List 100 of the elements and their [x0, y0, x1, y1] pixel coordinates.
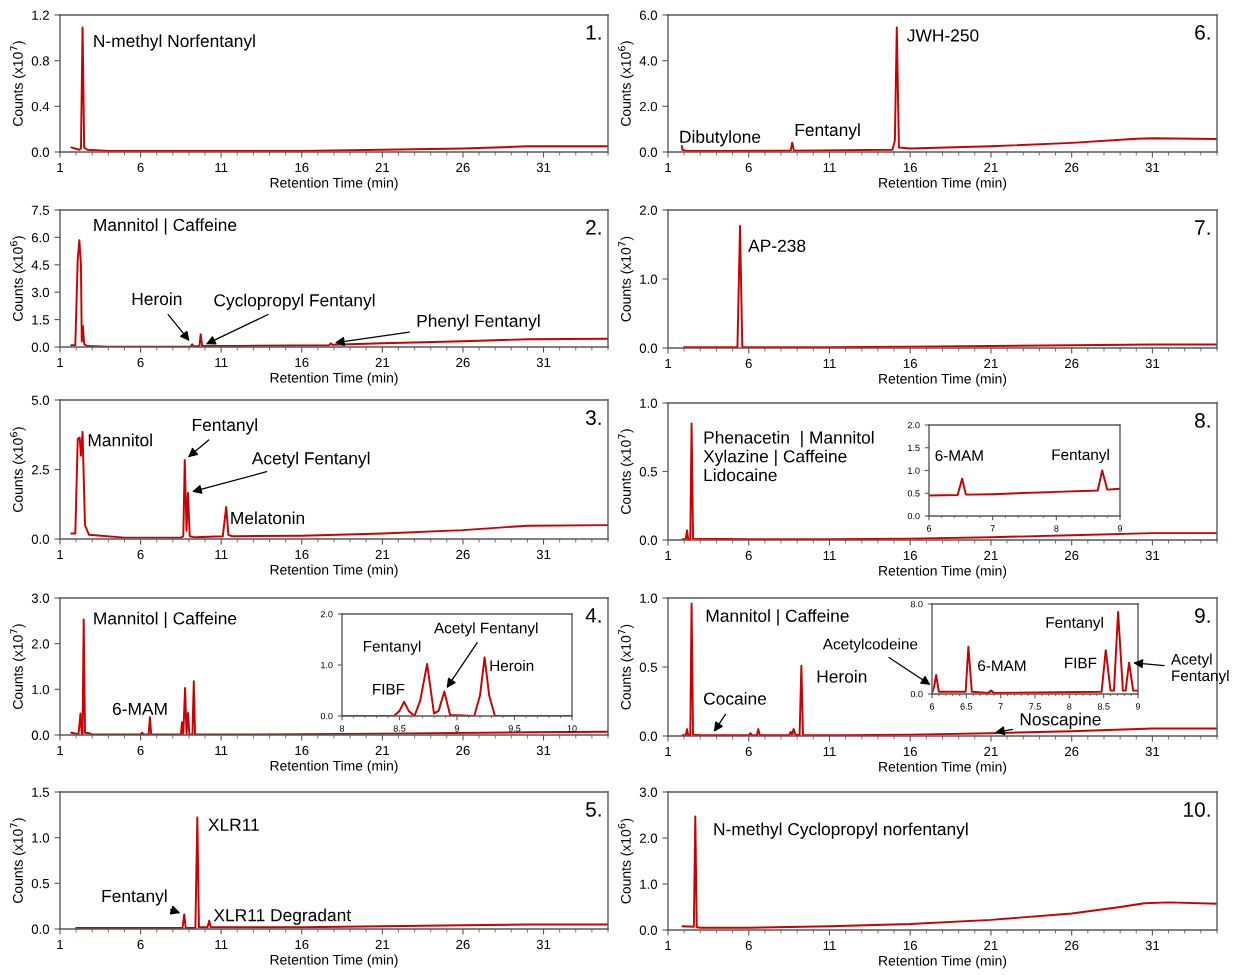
y-tick-label: 7.5: [31, 205, 50, 215]
annotation: Fentanyl: [102, 889, 167, 906]
x-tick-label: 26: [1065, 550, 1079, 561]
x-tick-label: 16: [903, 358, 917, 369]
x-tick-label: 21: [375, 939, 390, 949]
x-tick-label: 11: [823, 940, 836, 950]
chart-title: 3.: [585, 410, 601, 426]
x-tick-label: 16: [295, 745, 309, 756]
y-tick-label: 6.0: [639, 10, 658, 20]
y-tick-label: 0.0: [31, 147, 50, 157]
x-tick-label: 11: [215, 549, 228, 559]
annotation: Fentanyl: [192, 418, 257, 435]
y-tick-label: 1.0: [640, 274, 658, 284]
x-tick-label: 16: [903, 746, 917, 757]
x-axis-title: Retention Time (min): [879, 955, 1007, 969]
x-tick-label: 16: [903, 162, 917, 173]
x-tick-label: 1: [57, 939, 64, 949]
annotation: XLR11: [208, 818, 259, 831]
annotation: N-methyl Cyclopropyl norfentanyl: [714, 822, 968, 839]
x-tick-label: 11: [215, 357, 228, 367]
x-axis-title: Retention Time (min): [879, 565, 1007, 579]
annotation: Phenyl Fentanyl: [417, 314, 540, 331]
x-tick-label: 26: [1065, 358, 1079, 369]
x-tick-label: 8.5: [1097, 703, 1110, 710]
y-axis-title: Counts (x10$^{7}$): [10, 818, 26, 903]
line-series: [70, 239, 608, 347]
x-tick-label: 1: [665, 746, 672, 756]
annotation: Mannitol: [88, 433, 152, 447]
x-tick-label: 6.5: [960, 703, 973, 710]
x-tick-label: 6: [137, 939, 144, 950]
y-tick-label: 0.0: [907, 512, 920, 520]
x-tick-label: 1: [665, 940, 672, 950]
line-series: [70, 26, 608, 152]
y-tick-label: 3.0: [31, 593, 50, 603]
y-axis-title: Counts (x10$^{7}$): [618, 236, 634, 322]
annotation: Phenacetin | Mannitol Xylazine | Caffeine Lidocaine: [703, 430, 874, 482]
annotation: Mannitol | Caffeine: [94, 611, 237, 629]
x-tick-label: 26: [1065, 940, 1079, 951]
y-axis-title: Counts (x10$^{6}$): [618, 818, 634, 904]
y-tick-label: 4.0: [639, 56, 658, 66]
x-tick-label: 31: [536, 549, 551, 560]
y-tick-label: 5.0: [31, 395, 50, 405]
y-tick-label: 2.5: [31, 465, 50, 475]
annotation: Cocaine: [704, 692, 767, 705]
annotation: Fentanyl: [795, 123, 860, 140]
x-tick-label: 8: [1067, 703, 1072, 710]
y-axis-title: Counts (x10$^{7}$): [618, 429, 634, 514]
y-axis-title: Counts (x10$^{7}$): [10, 624, 26, 709]
annotation: 6-MAM: [935, 450, 983, 461]
x-tick-label: 31: [536, 162, 551, 173]
x-tick-label: 6: [137, 162, 144, 173]
y-tick-label: 0.0: [31, 730, 50, 740]
y-tick-label: 2.0: [639, 101, 658, 112]
line-series: [681, 815, 1217, 929]
y-tick-label: 0.0: [639, 731, 658, 741]
y-tick-label: 1.0: [640, 398, 658, 408]
annotation: Acetylcodeine: [822, 638, 918, 653]
annotation: Melatonin: [231, 511, 305, 525]
x-tick-label: 21: [984, 940, 998, 950]
y-tick-label: 1.5: [908, 444, 920, 452]
y-tick-label: 1.0: [908, 467, 920, 474]
annotation: Fentanyl: [363, 640, 421, 655]
x-axis-title: Retention Time (min): [879, 373, 1007, 387]
y-axis-title: Counts (x10$^{7}$): [10, 41, 26, 126]
x-tick-label: 6: [137, 357, 144, 368]
x-tick-label: 31: [1145, 550, 1160, 561]
x-axis-title: Retention Time (min): [879, 761, 1007, 775]
x-tick-label: 6: [745, 940, 752, 951]
annotation: Acetyl Fentanyl: [1170, 653, 1229, 685]
x-tick-label: 16: [295, 162, 309, 173]
x-tick-label: 21: [375, 357, 390, 367]
chart-title: 7.: [1195, 220, 1210, 235]
x-tick-label: 31: [1145, 162, 1160, 173]
x-tick-label: 11: [215, 745, 228, 755]
y-tick-label: 8.0: [910, 600, 923, 608]
x-tick-label: 11: [823, 162, 836, 172]
y-tick-label: 6.0: [31, 232, 50, 243]
x-tick-label: 11: [823, 550, 836, 560]
chart-title: 4.: [585, 608, 601, 623]
x-tick-label: 1: [665, 550, 672, 560]
x-tick-label: 6: [745, 162, 752, 173]
x-tick-label: 31: [536, 745, 551, 756]
x-axis-title: Retention Time (min): [879, 177, 1007, 191]
annotation: XLR11 Degradant: [213, 908, 352, 925]
annotation: AP-238: [748, 239, 806, 252]
y-tick-label: 2.0: [31, 639, 50, 649]
x-tick-label: 26: [1065, 746, 1079, 757]
y-tick-label: 0.8: [31, 56, 50, 66]
x-tick-label: 31: [536, 357, 551, 368]
x-tick-label: 6: [929, 703, 935, 710]
x-tick-label: 21: [375, 745, 390, 755]
annotation: Fentanyl: [1052, 448, 1109, 464]
x-tick-label: 1: [57, 357, 64, 367]
x-tick-label: 7.5: [1029, 703, 1041, 710]
x-tick-label: 21: [984, 162, 998, 172]
y-tick-label: 2.0: [639, 205, 658, 215]
x-tick-label: 8: [339, 725, 345, 732]
annotation: 6-MAM: [978, 660, 1026, 672]
x-tick-label: 11: [215, 939, 228, 949]
x-axis-title: Retention Time (min): [270, 760, 398, 774]
